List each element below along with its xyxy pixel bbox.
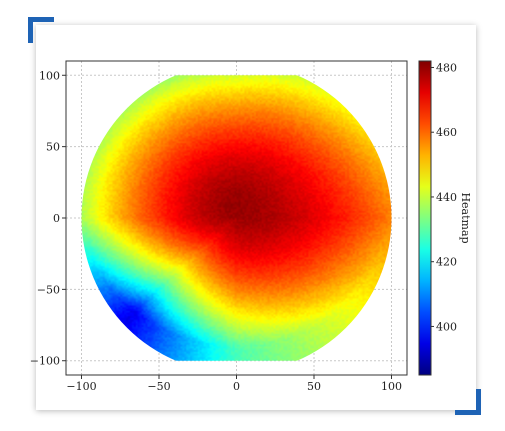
y-tick-label: −100 <box>30 355 60 368</box>
heatmap-image <box>81 75 392 361</box>
x-tick-label: 0 <box>233 380 240 393</box>
y-tick-label: 50 <box>46 141 60 154</box>
x-tick-label: 100 <box>381 380 402 393</box>
colorbar-tick-label: 420 <box>436 256 457 269</box>
colorbar-gradient <box>418 60 432 376</box>
colorbar-tick-label: 480 <box>436 61 457 74</box>
x-tick-label: −100 <box>66 380 96 393</box>
corner-bracket-bottom-right <box>455 389 481 415</box>
colorbar-tick-label: 460 <box>436 126 457 139</box>
x-tick-label: 50 <box>307 380 321 393</box>
axes: −100 −50 0 50 100 −100 −50 0 50 100 <box>30 69 402 393</box>
colorbar: Heatmap 400 420 440 460 480 <box>418 60 472 376</box>
colorbar-tick-label: 400 <box>436 320 457 333</box>
y-tick-label: 100 <box>39 69 60 82</box>
colorbar-title: Heatmap <box>459 192 472 243</box>
colorbar-tick-label: 440 <box>436 191 457 204</box>
corner-bracket-top-left <box>28 17 54 43</box>
y-tick-label: −50 <box>37 283 60 296</box>
y-tick-label: 0 <box>53 212 60 225</box>
x-tick-label: −50 <box>147 380 170 393</box>
